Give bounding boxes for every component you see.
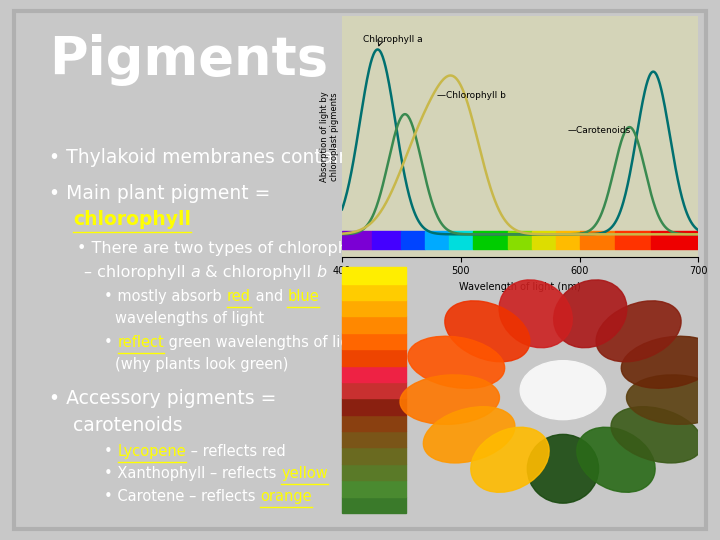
Bar [342, 448, 406, 464]
Bar [342, 480, 406, 497]
Ellipse shape [527, 434, 598, 503]
Text: a: a [190, 265, 200, 280]
Text: wavelengths of light: wavelengths of light [114, 312, 264, 327]
Bar [342, 431, 406, 448]
Bar [342, 267, 406, 284]
Bar [508, 231, 532, 249]
Bar [342, 333, 406, 349]
Text: • Thylakoid membranes contain: • Thylakoid membranes contain [49, 148, 356, 167]
Ellipse shape [471, 427, 549, 492]
Text: – chlorophyll: – chlorophyll [84, 265, 190, 280]
Text: •: • [104, 444, 117, 458]
Bar [580, 231, 615, 249]
Text: • Main plant pigment =: • Main plant pigment = [49, 185, 276, 204]
Text: • Accessory pigments =: • Accessory pigments = [49, 389, 276, 408]
Bar [342, 497, 406, 513]
Text: b: b [316, 265, 326, 280]
Text: Lycopene: Lycopene [117, 444, 186, 458]
Text: pigments: pigments [356, 148, 455, 167]
Ellipse shape [400, 375, 500, 424]
Text: • Carotene – reflects: • Carotene – reflects [104, 489, 261, 504]
Bar [342, 284, 406, 300]
Y-axis label: Absorption of light by
chloroplast pigments: Absorption of light by chloroplast pigme… [320, 91, 339, 182]
Ellipse shape [611, 407, 703, 463]
Bar [342, 464, 406, 480]
Bar [615, 231, 651, 249]
Text: & chlorophyll: & chlorophyll [200, 265, 316, 280]
Ellipse shape [626, 375, 720, 424]
Text: Pigments: Pigments [49, 34, 328, 86]
Text: —Chlorophyll b: —Chlorophyll b [437, 91, 506, 99]
Bar [532, 231, 556, 249]
Text: •: • [104, 335, 117, 350]
Text: – reflects red: – reflects red [186, 444, 286, 458]
Ellipse shape [408, 336, 505, 388]
Text: • There are two types of chlorophyll: • There are two types of chlorophyll [76, 241, 366, 256]
Text: • Xanthophyll – reflects: • Xanthophyll – reflects [104, 466, 282, 481]
Text: —Carotenoids: —Carotenoids [567, 126, 631, 134]
Ellipse shape [577, 427, 655, 492]
Text: red: red [227, 289, 251, 303]
Bar [449, 231, 472, 249]
Text: reflect: reflect [117, 335, 164, 350]
Bar [342, 300, 406, 316]
Bar [342, 382, 406, 399]
Ellipse shape [621, 336, 718, 388]
Text: and: and [251, 289, 287, 303]
Bar [372, 231, 401, 249]
Bar [425, 231, 449, 249]
Bar [342, 415, 406, 431]
Bar [342, 349, 406, 366]
Text: chlorophyll: chlorophyll [73, 211, 191, 229]
Bar [556, 231, 580, 249]
Text: green wavelengths of light: green wavelengths of light [164, 335, 365, 350]
Bar [342, 399, 406, 415]
Bar [342, 231, 372, 249]
Ellipse shape [423, 407, 515, 463]
Text: (why plants look green): (why plants look green) [114, 357, 288, 372]
Text: orange: orange [261, 489, 312, 504]
Ellipse shape [596, 301, 681, 362]
Ellipse shape [499, 280, 572, 348]
Bar [342, 316, 406, 333]
X-axis label: Wavelength of light (nm): Wavelength of light (nm) [459, 282, 581, 292]
Text: yellow: yellow [282, 466, 328, 481]
Bar [342, 366, 406, 382]
Circle shape [520, 361, 606, 420]
Text: blue: blue [287, 289, 319, 303]
Text: Chlorophyll a: Chlorophyll a [364, 35, 423, 44]
Bar [472, 231, 508, 249]
Text: • mostly absorb: • mostly absorb [104, 289, 227, 303]
Ellipse shape [554, 280, 627, 348]
Bar [402, 231, 425, 249]
Text: carotenoids: carotenoids [73, 416, 183, 435]
Bar [651, 231, 698, 249]
Ellipse shape [445, 301, 530, 362]
